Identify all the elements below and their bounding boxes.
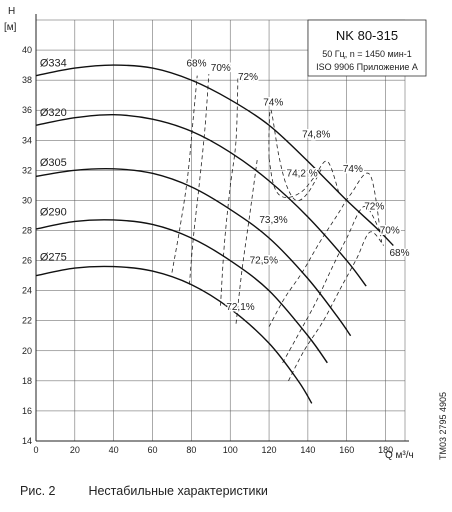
efficiency-label: 68% (187, 59, 207, 70)
head-curve (35, 64, 394, 247)
efficiency-label: 74,8% (302, 129, 330, 140)
efficiency-line (189, 74, 210, 285)
diameter-label: Ø290 (40, 206, 67, 218)
x-tick-label: 60 (148, 445, 158, 455)
efficiency-labels: 68% 70% 72% 74% 74,8% 74,2 % 74% 72% 70% 68% 73,3%… (185, 57, 411, 315)
diameter-label: Ø320 (40, 107, 67, 119)
efficiency-label: 70% (380, 226, 400, 237)
figure-caption: Рис. 2 Нестабильные характеристики (20, 484, 268, 498)
efficiency-label: 70% (211, 63, 231, 74)
x-tick-label: 160 (339, 445, 354, 455)
efficiency-label: 68% (389, 248, 409, 259)
y-tick-label: 14 (22, 436, 32, 446)
diameter-label: Ø275 (40, 252, 67, 264)
diameter-labels: Ø334 Ø320 Ø305 Ø290 Ø275 (40, 58, 67, 264)
info-box-frame (307, 19, 427, 77)
head-curve (35, 219, 328, 364)
figure-title: Нестабильные характеристики (88, 484, 268, 498)
efficiency-label: 72,1% (226, 302, 254, 313)
y-tick-label: 38 (22, 75, 32, 85)
y-tick-label: 26 (22, 256, 32, 266)
figure-number: Рис. 2 (20, 484, 56, 498)
efficiency-label: 74% (343, 164, 363, 175)
diameter-label: Ø334 (40, 58, 67, 70)
efficiency-label: 74% (263, 98, 283, 109)
y-tick-label: 40 (22, 45, 32, 55)
efficiency-line (268, 172, 383, 327)
y-tick-label: 36 (22, 105, 32, 115)
drawing-code: TM03 2795 4905 (438, 392, 448, 460)
y-tick-label: 24 (22, 286, 32, 296)
efficiency-label: 74,2 % (287, 168, 318, 179)
efficiency-label: 72% (364, 201, 384, 212)
operating-conditions: 50 Гц, n = 1450 мин-1 (322, 49, 412, 59)
axes (35, 14, 409, 442)
pump-performance-chart: 14 16 18 20 22 24 26 28 30 32 34 36 38 40 0 20 40 60 80 10… (4, 6, 448, 461)
y-tick-label: 16 (22, 406, 32, 416)
head-curve (35, 265, 313, 404)
y-tick-label: 28 (22, 226, 32, 236)
efficiency-label: 72% (238, 72, 258, 83)
efficiency-line (282, 206, 381, 364)
efficiency-line (288, 231, 384, 382)
y-axis-symbol: H (8, 6, 15, 17)
info-box: NK 80-315 50 Гц, n = 1450 мин-1 ISO 9906… (307, 19, 427, 77)
y-tick-label: 20 (22, 346, 32, 356)
x-tick-label: 80 (186, 445, 196, 455)
model-name: NK 80-315 (336, 28, 398, 43)
x-tick-label: 180 (378, 445, 393, 455)
x-tick-label: 40 (109, 445, 119, 455)
x-tick-labels: 0 20 40 60 80 100 120 140 160 180 (33, 445, 393, 455)
efficiency-line (171, 75, 198, 273)
grid (35, 19, 406, 442)
x-tick-label: 20 (70, 445, 80, 455)
efficiency-lines (171, 74, 384, 382)
y-tick-label: 32 (22, 165, 32, 175)
test-standard: ISO 9906 Приложение A (316, 62, 418, 72)
x-tick-label: 100 (223, 445, 238, 455)
efficiency-line (220, 75, 239, 306)
efficiency-line (235, 158, 258, 324)
head-curves (35, 64, 394, 404)
x-tick-label: 0 (33, 445, 38, 455)
efficiency-label: 72,5% (250, 256, 278, 267)
efficiency-label: 73,3% (259, 215, 287, 226)
y-tick-label: 22 (22, 316, 32, 326)
x-axis-label: Q м³/ч (385, 450, 414, 461)
efficiency-line (268, 109, 322, 202)
x-tick-label: 120 (262, 445, 277, 455)
y-axis-unit: [м] (4, 22, 17, 33)
head-curve (35, 114, 367, 287)
diameter-label: Ø305 (40, 157, 67, 169)
y-tick-labels: 14 16 18 20 22 24 26 28 30 32 34 36 38 40 (22, 45, 32, 446)
y-tick-label: 18 (22, 376, 32, 386)
head-curve (35, 168, 352, 337)
y-tick-label: 30 (22, 195, 32, 205)
y-tick-label: 34 (22, 135, 32, 145)
x-tick-label: 140 (300, 445, 315, 455)
